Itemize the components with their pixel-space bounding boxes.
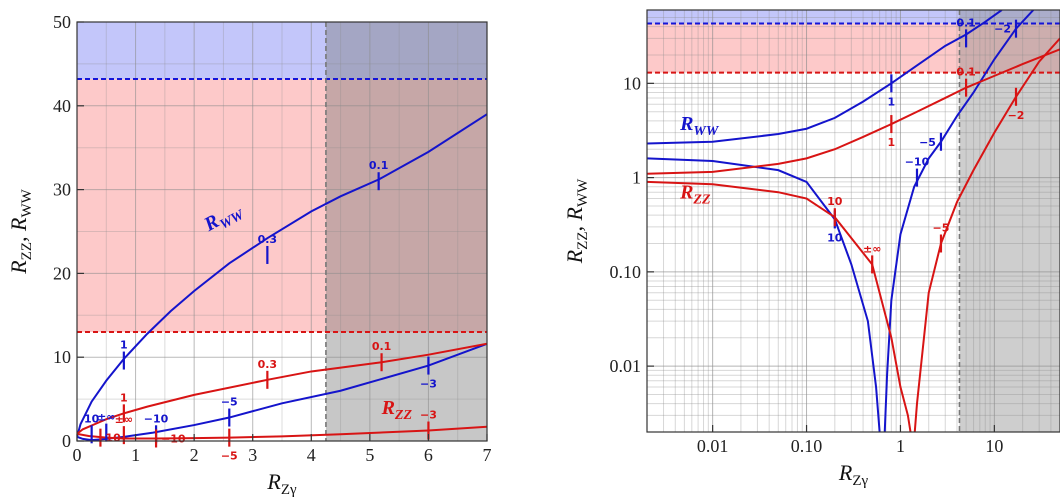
y-tick-label: 1 <box>632 168 641 188</box>
marker-label: 1 <box>888 95 896 108</box>
x-tick-label: 5 <box>365 445 374 465</box>
y-tick-label: 30 <box>53 180 71 200</box>
series-line-zz <box>77 425 487 440</box>
x-tick-label: 6 <box>424 445 433 465</box>
x-axis-label: RZγ <box>266 469 297 498</box>
marker-label: 0.1 <box>372 340 392 353</box>
marker-label: −2 <box>1008 109 1025 122</box>
exclusion-bands <box>647 10 1060 432</box>
ww-excluded-band <box>647 10 1060 24</box>
axis-ticks: 0.01 0.10 1 10 0.01 0.10 1 10 <box>610 73 1004 456</box>
exclusion-bands <box>77 22 487 441</box>
y-tick-label: 0.10 <box>610 262 642 282</box>
zgamma-excluded-band <box>959 10 1060 432</box>
x-tick-label: 1 <box>896 436 905 456</box>
y-axis-label: RZZ, RWW <box>562 178 591 264</box>
marker-label: −3 <box>420 378 437 391</box>
x-tick-label: 0.01 <box>697 436 729 456</box>
y-tick-label: 20 <box>53 263 71 283</box>
marker-label: ±∞ <box>97 411 115 424</box>
limit-lines <box>77 22 487 441</box>
curve-markers: 1 0.1 −2 10 −10 −5 1 0.1 −2 10 ±∞ −5 <box>827 16 1025 274</box>
marker-label: 0.1 <box>956 16 976 29</box>
y-tick-label: 10 <box>53 347 71 367</box>
marker-label: −5 <box>919 136 936 149</box>
y-tick-label: 40 <box>53 96 71 116</box>
x-tick-label: 3 <box>248 445 257 465</box>
linear-scale-chart: 10.30.110±∞ −10−5−310.30.110±∞−10−5−3RWWR… <box>6 12 492 498</box>
marker-label: 0.1 <box>956 66 976 79</box>
series-label: RWW <box>679 113 720 139</box>
series-label: RZZ <box>679 182 711 208</box>
marker-label: 10 <box>827 195 843 208</box>
y-tick-label: 0 <box>62 431 71 451</box>
series-line-zz <box>647 180 912 432</box>
marker-label: 0.3 <box>258 358 278 371</box>
marker-label: 1 <box>120 339 128 352</box>
x-tick-label: 10 <box>985 436 1003 456</box>
marker-label: −10 <box>161 432 186 445</box>
plot-frame <box>646 9 1060 433</box>
series-line-ww <box>883 10 1035 432</box>
limit-lines <box>647 10 1060 432</box>
marker-label: −2 <box>994 23 1011 36</box>
marker-label: −10 <box>905 156 930 169</box>
series-line-zz <box>913 37 1060 432</box>
log-scale-chart: 1 0.1 −2 10 −10 −5 1 0.1 −2 10 ±∞ −5 RWW RZZ 0.01 0.10 1… <box>562 9 1060 489</box>
x-tick-label: 4 <box>307 445 316 465</box>
marker-label: −3 <box>420 409 437 422</box>
marker-label: 10 <box>827 231 843 244</box>
series-line-zz <box>77 342 487 435</box>
y-tick-label: 10 <box>623 73 641 93</box>
marker-label: 1 <box>120 391 128 404</box>
marker-label: ±∞ <box>115 413 133 426</box>
x-tick-label: 0 <box>73 445 82 465</box>
x-tick-label: 1 <box>131 445 140 465</box>
marker-label: ±∞ <box>863 242 881 255</box>
x-tick-label: 0.10 <box>791 436 823 456</box>
marker-label: 0.1 <box>369 159 389 172</box>
series-label: RZZ <box>381 397 413 423</box>
marker-label: 0.3 <box>258 233 278 246</box>
y-axis-label: RZZ, RWW <box>6 188 35 274</box>
marker-label: −5 <box>221 396 238 409</box>
curve-markers: 10.30.110±∞ −10−5−310.30.110±∞−10−5−3 <box>84 159 437 462</box>
plot-frame <box>76 21 488 442</box>
axis-ticks: 0 1 2 3 4 5 6 7 0 10 20 30 40 50 <box>53 12 492 465</box>
marker-label: 1 <box>888 136 896 149</box>
marker-label: −5 <box>933 221 950 234</box>
marker-label: −5 <box>221 450 238 463</box>
x-tick-label: 2 <box>190 445 199 465</box>
zz-excluded-band <box>77 78 487 333</box>
y-tick-label: 50 <box>53 12 71 32</box>
marker-label: −10 <box>144 412 169 425</box>
series-line-ww <box>77 342 487 441</box>
marker-label: 10 <box>84 412 100 425</box>
series-line-ww <box>77 113 487 438</box>
y-tick-label: 0.01 <box>610 356 642 376</box>
x-axis-label: RZγ <box>838 460 869 489</box>
series-line-ww <box>647 10 1003 145</box>
ww-excluded-band <box>77 22 487 79</box>
x-tick-label: 7 <box>483 445 492 465</box>
marker-label: 10 <box>105 432 121 445</box>
